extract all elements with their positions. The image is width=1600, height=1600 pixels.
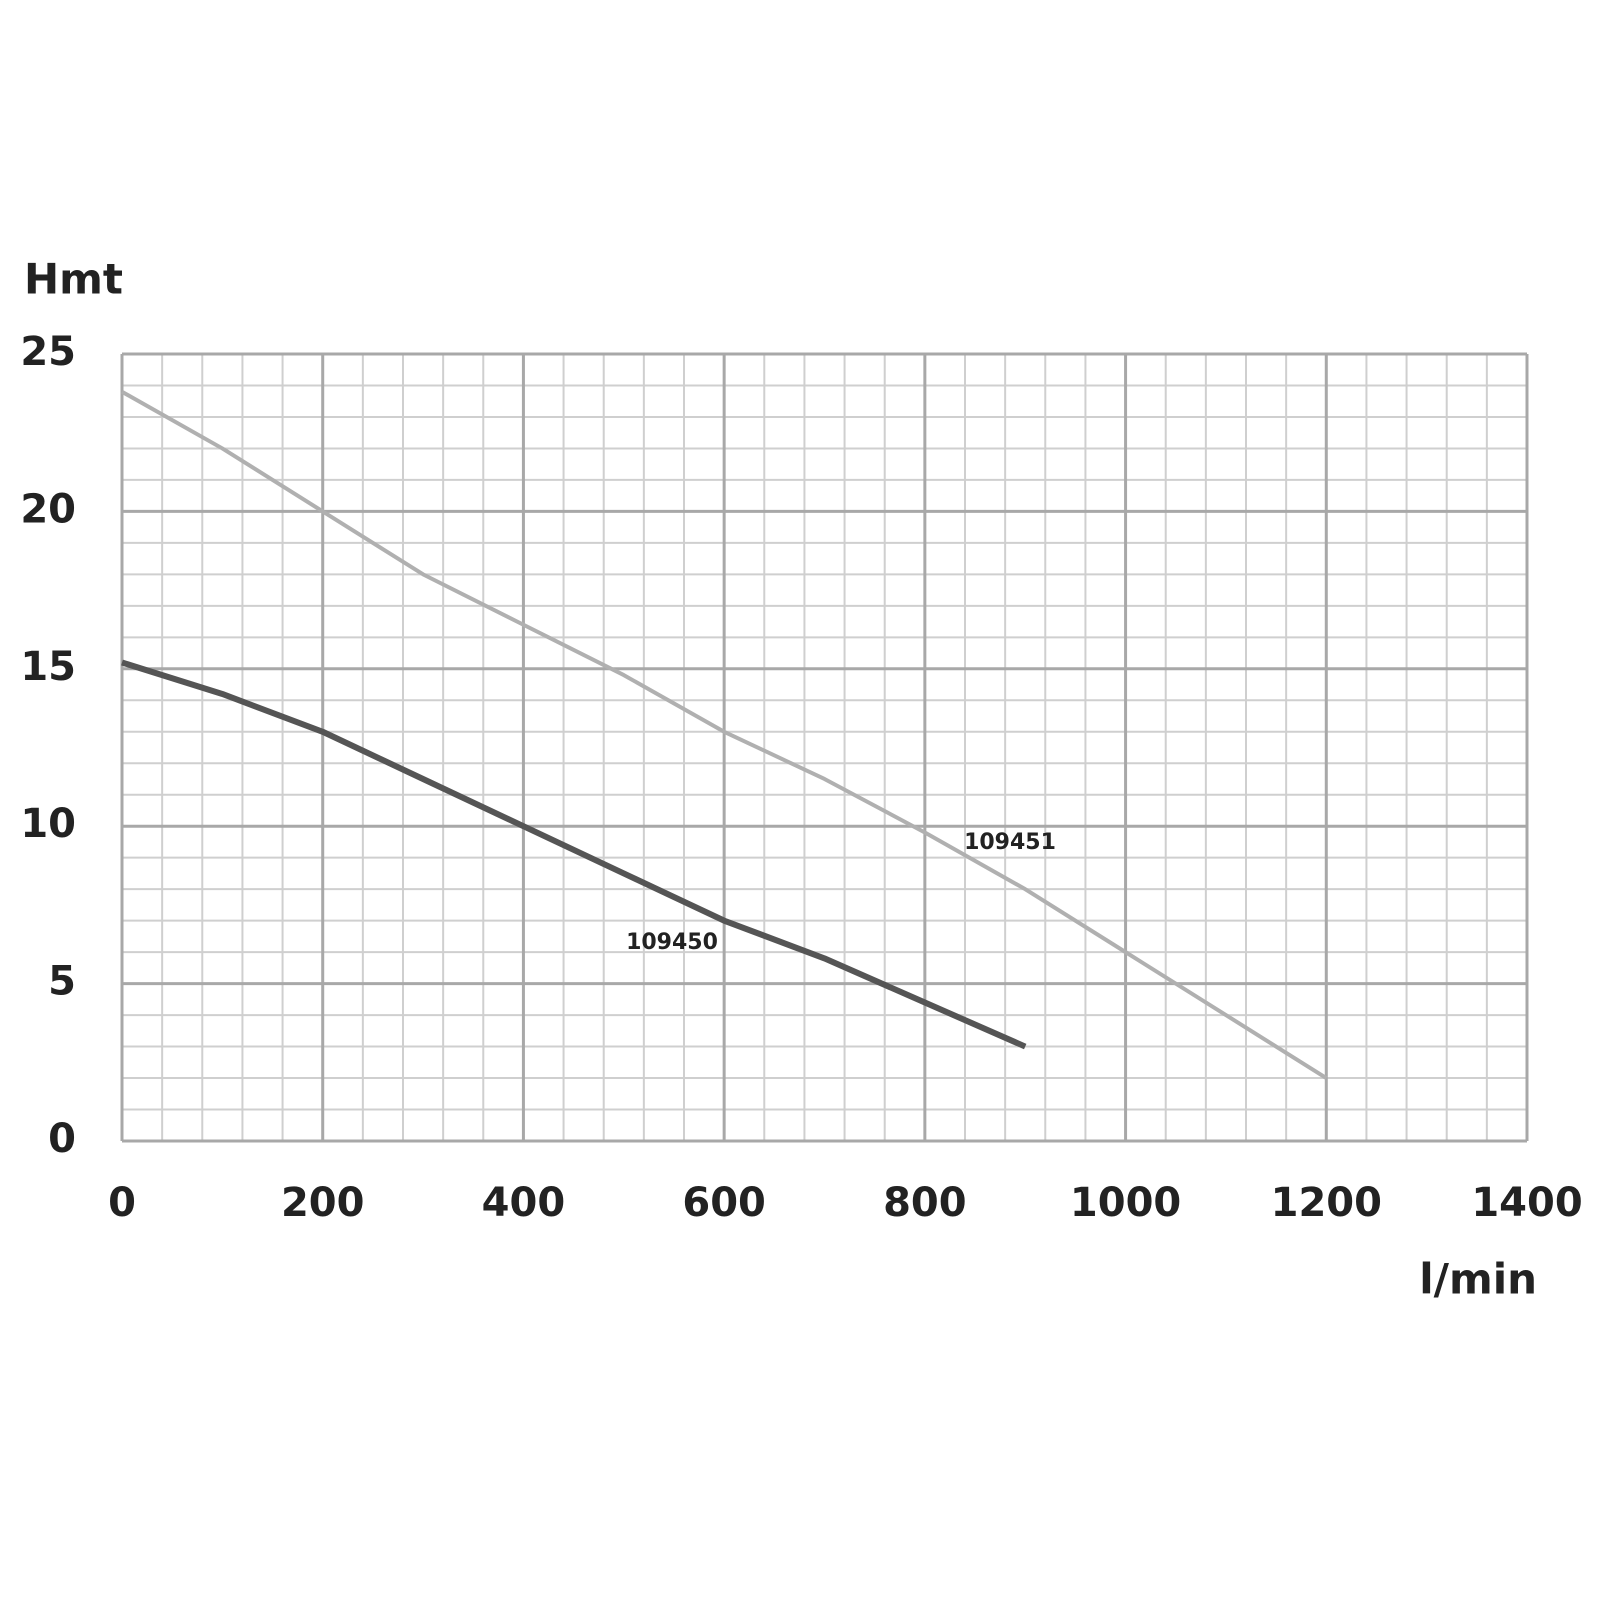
x-tick-label: 0 bbox=[108, 1180, 136, 1226]
y-tick-label: 10 bbox=[20, 801, 76, 847]
y-tick-label: 15 bbox=[20, 644, 76, 690]
x-axis-label: l/min bbox=[1419, 1255, 1537, 1304]
x-tick-label: 1400 bbox=[1471, 1180, 1582, 1226]
y-tick-label: 0 bbox=[48, 1116, 76, 1162]
y-tick-label: 20 bbox=[20, 486, 76, 532]
series-label: 109450 bbox=[626, 930, 718, 955]
y-axis-label: Hmt bbox=[24, 255, 123, 304]
x-tick-label: 400 bbox=[482, 1180, 566, 1226]
x-tick-label: 800 bbox=[883, 1180, 967, 1226]
x-tick-label: 200 bbox=[281, 1180, 365, 1226]
x-tick-label: 1000 bbox=[1070, 1180, 1181, 1226]
series-label: 109451 bbox=[964, 830, 1056, 855]
x-tick-label: 1200 bbox=[1271, 1180, 1382, 1226]
series-line bbox=[121, 390, 1328, 1080]
y-tick-label: 5 bbox=[48, 959, 76, 1005]
x-tick-label: 600 bbox=[682, 1180, 766, 1226]
series-line bbox=[121, 659, 1027, 1050]
y-tick-label: 25 bbox=[20, 329, 76, 375]
